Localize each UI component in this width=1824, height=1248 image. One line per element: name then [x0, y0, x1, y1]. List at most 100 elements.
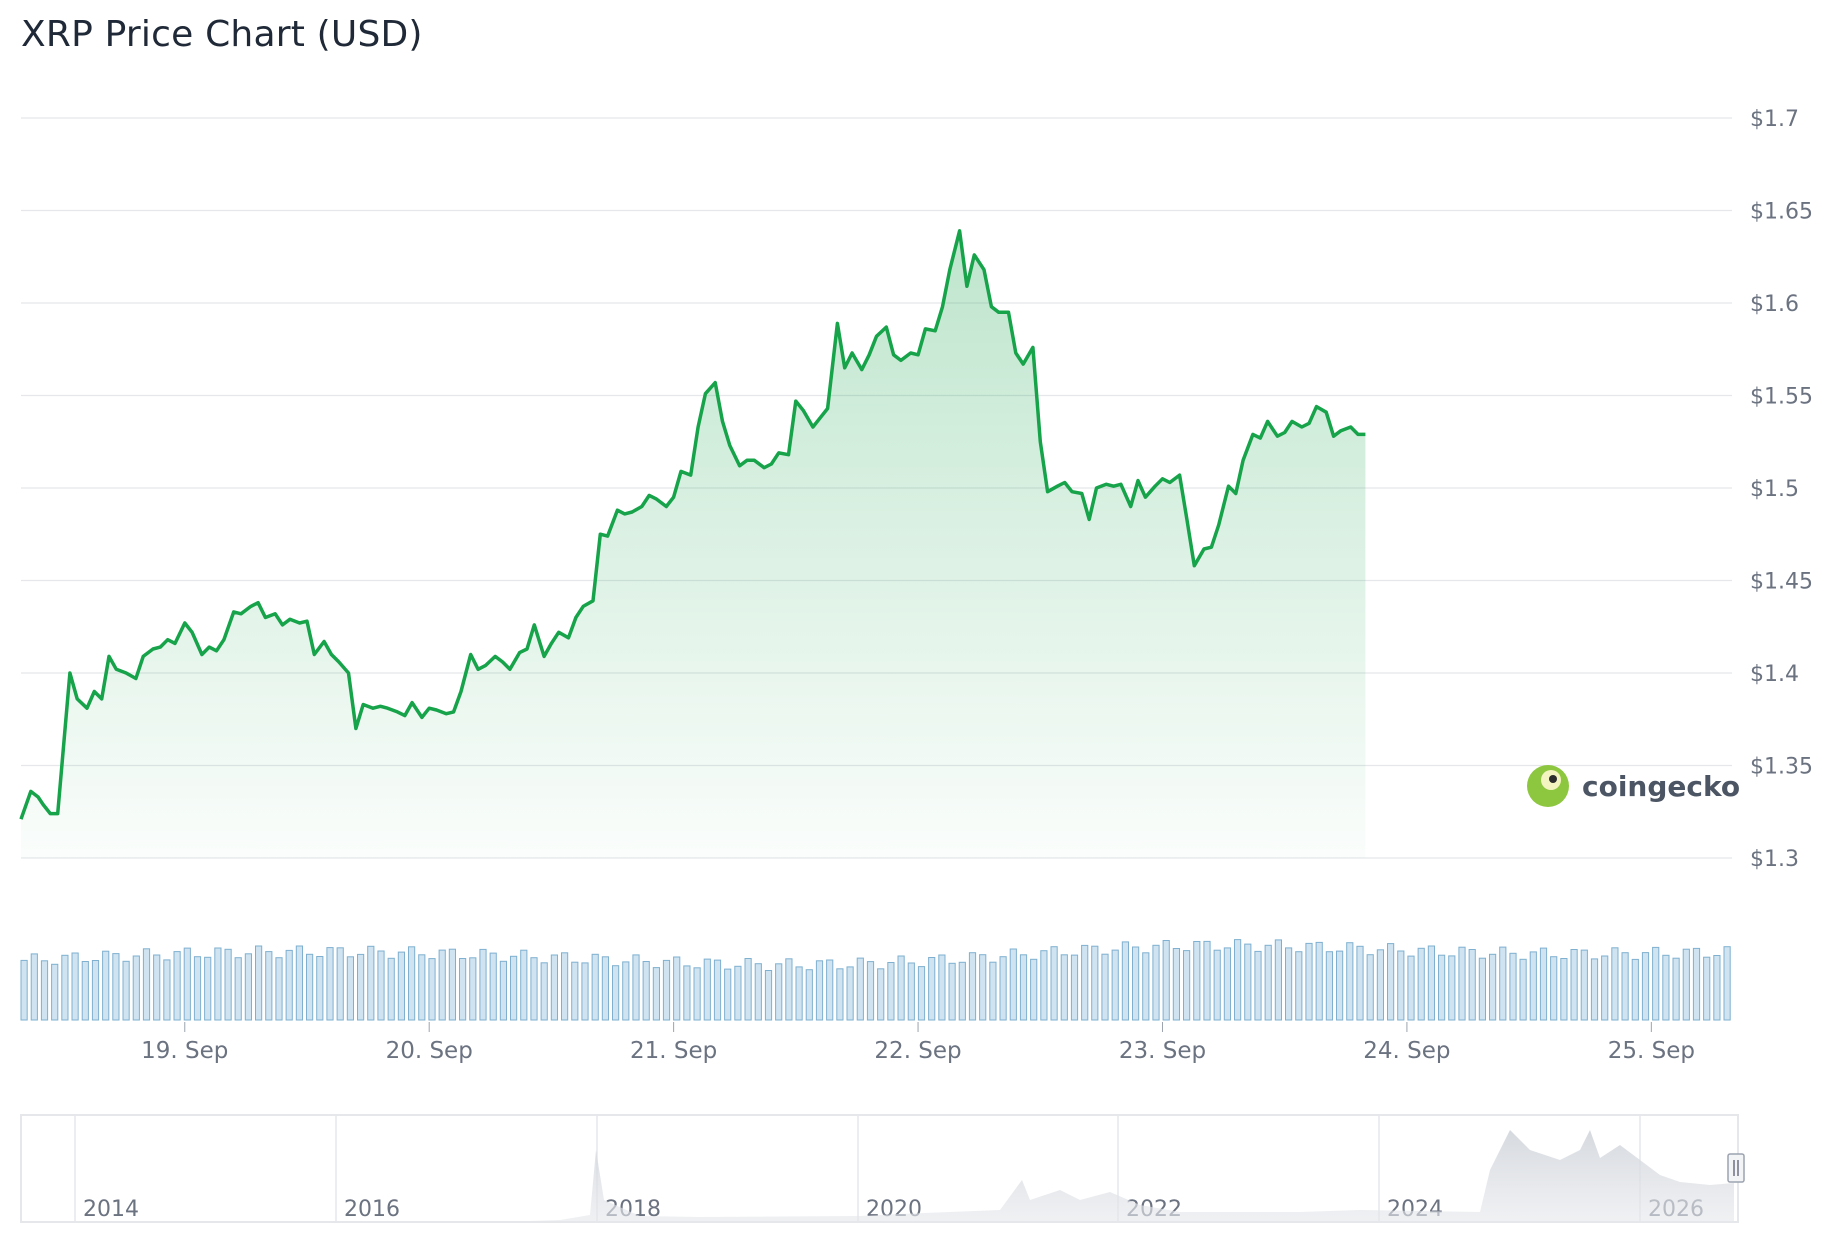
x-tick-label: 25. Sep — [1608, 1038, 1695, 1064]
volume-bar — [1468, 949, 1476, 1021]
watermark-text: coingecko — [1582, 770, 1740, 803]
volume-bar — [1244, 943, 1252, 1021]
y-tick-label: $1.6 — [1750, 292, 1799, 317]
volume-bar — [428, 958, 436, 1021]
volume-bar — [1254, 950, 1262, 1021]
volume-bar — [713, 959, 722, 1021]
volume-bar — [499, 960, 507, 1021]
volume-bar — [1285, 947, 1293, 1021]
volume-bar — [632, 954, 640, 1021]
volume-bar — [724, 968, 732, 1021]
volume-bar — [153, 954, 161, 1021]
volume-bar — [948, 962, 956, 1021]
chart-title: XRP Price Chart (USD) — [21, 14, 423, 55]
volume-bar — [1081, 944, 1089, 1021]
volume-bar — [1641, 952, 1650, 1021]
volume-bar — [744, 958, 752, 1021]
volume-bar — [1529, 951, 1537, 1021]
volume-bar — [1550, 956, 1558, 1021]
y-axis-ticks: $1.7 $1.65 $1.6 $1.55 $1.5 $1.45 $1.4 $1.35 $1.3 — [1750, 107, 1813, 872]
volume-bar — [1009, 948, 1017, 1021]
volume-bar — [928, 957, 936, 1021]
volume-bar — [958, 961, 966, 1021]
volume-bar — [1519, 958, 1527, 1021]
x-axis-ticks: 19. Sep 20. Sep 21. Sep 22. Sep 23. Sep 24. S… — [141, 1022, 1695, 1064]
navigator-tick-label: 2016 — [344, 1197, 400, 1222]
volume-bar — [1070, 954, 1079, 1021]
price-line — [19, 229, 1366, 820]
volume-bar — [1580, 949, 1588, 1021]
x-tick-label: 22. Sep — [874, 1038, 961, 1064]
volume-bar — [1142, 952, 1150, 1021]
volume-bar — [438, 949, 446, 1021]
volume-bar — [1448, 955, 1456, 1021]
volume-bar — [1662, 954, 1670, 1021]
volume-bar — [989, 961, 997, 1021]
volume-bar — [887, 962, 895, 1021]
volume-bar — [1030, 958, 1038, 1021]
volume-bar — [826, 959, 834, 1021]
price-area — [21, 230, 1366, 859]
volume-bars — [20, 939, 1731, 1021]
volume-bar — [489, 952, 497, 1021]
volume-bar — [1560, 958, 1568, 1021]
volume-bar — [1590, 958, 1599, 1021]
volume-bar — [846, 966, 854, 1021]
volume-bar — [1295, 951, 1303, 1021]
volume-bar — [785, 958, 793, 1021]
volume-bar — [1152, 944, 1160, 1021]
volume-bar — [1611, 947, 1619, 1021]
volume-bar — [234, 957, 242, 1021]
y-tick-label: $1.4 — [1750, 662, 1799, 687]
volume-bar — [1570, 949, 1578, 1021]
volume-bar — [326, 947, 334, 1021]
volume-bar — [866, 961, 875, 1021]
volume-bar — [938, 954, 946, 1021]
volume-bar — [71, 952, 79, 1021]
volume-bar — [550, 954, 558, 1021]
volume-bar — [173, 951, 181, 1021]
volume-bar — [418, 954, 426, 1021]
volume-bar — [1346, 942, 1354, 1021]
volume-bar — [836, 968, 844, 1021]
volume-bar — [102, 950, 110, 1021]
volume-bar — [336, 947, 344, 1021]
volume-bar — [142, 948, 151, 1021]
volume-bar — [397, 951, 405, 1021]
volume-bar — [1366, 954, 1374, 1021]
y-tick-label: $1.55 — [1750, 385, 1813, 410]
volume-bar — [1376, 949, 1385, 1021]
volume-bar — [693, 967, 701, 1021]
volume-bar — [1315, 941, 1323, 1021]
navigator-history-area — [500, 1130, 1734, 1222]
volume-bar — [683, 965, 691, 1021]
volume-bar — [591, 953, 599, 1021]
volume-bar — [285, 949, 293, 1021]
volume-bar — [642, 961, 650, 1021]
volume-bar — [1703, 956, 1711, 1021]
volume-bar — [1264, 944, 1272, 1021]
volume-bar — [1050, 946, 1058, 1021]
coingecko-watermark: coingecko — [1527, 765, 1740, 807]
volume-bar — [1172, 948, 1181, 1021]
y-tick-label: $1.3 — [1750, 847, 1799, 872]
volume-bar — [520, 949, 528, 1021]
volume-bar — [1193, 941, 1201, 1021]
volume-bar — [387, 957, 395, 1021]
volume-bar — [357, 953, 365, 1021]
volume-bar — [1692, 947, 1701, 1021]
volume-bar — [1499, 946, 1507, 1021]
volume-bar — [459, 958, 467, 1021]
volume-bar — [1234, 939, 1242, 1021]
volume-bar — [1213, 949, 1221, 1021]
navigator[interactable]: 2014201620182020202220242026 — [20, 1114, 1745, 1223]
volume-bar — [275, 957, 283, 1021]
volume-bar — [1305, 942, 1313, 1021]
volume-bar — [540, 962, 548, 1021]
navigator-handle[interactable] — [1727, 1153, 1745, 1183]
volume-bar — [81, 961, 89, 1021]
volume-bar — [907, 962, 915, 1021]
volume-bar — [30, 953, 38, 1021]
